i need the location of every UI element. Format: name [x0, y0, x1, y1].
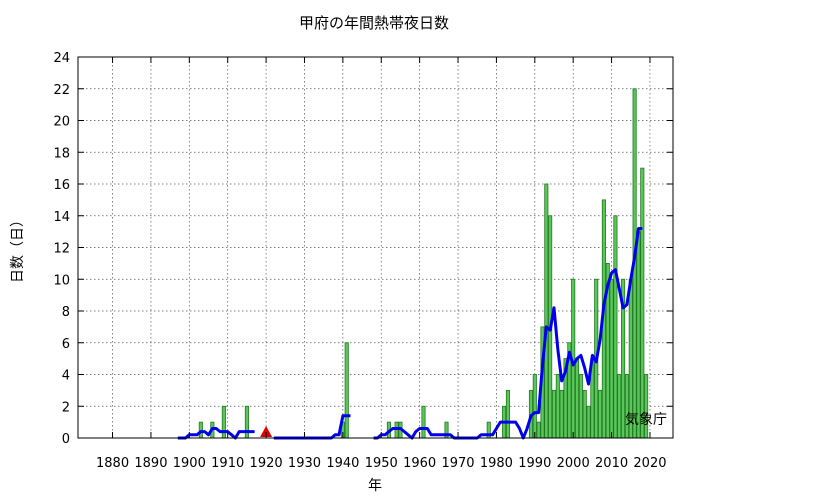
- station-change-marker: [260, 426, 273, 437]
- bar-1909: [221, 405, 226, 439]
- x-tick-label: 1980: [480, 456, 513, 471]
- y-tick-label: 14: [53, 210, 70, 225]
- bar-2003: [582, 389, 587, 439]
- bar-2018: [640, 167, 645, 439]
- bar-2004: [586, 405, 591, 439]
- x-tick-label: 1900: [173, 456, 206, 471]
- bar-1941: [344, 342, 349, 439]
- bar-2002: [578, 374, 583, 439]
- y-tick-label: 6: [62, 337, 70, 352]
- x-axis-label: 年: [368, 478, 382, 494]
- y-tick-label: 4: [62, 369, 70, 384]
- x-tick-label: 2020: [633, 456, 666, 471]
- y-tick-label: 2: [62, 400, 70, 415]
- bar-2012: [617, 374, 622, 439]
- bar-2010: [609, 278, 614, 439]
- marker: [260, 426, 273, 437]
- bar-2017: [636, 231, 641, 439]
- bar-1996: [555, 374, 560, 439]
- x-tick-label: 1880: [96, 456, 129, 471]
- credit-label: 気象庁: [625, 412, 667, 428]
- bar-1903: [198, 421, 203, 439]
- chart-title: 甲府の年間熱帯夜日数: [299, 14, 449, 32]
- bar-1993: [544, 183, 549, 439]
- x-tick-label: 1950: [365, 456, 398, 471]
- x-tick-label: 1920: [250, 456, 283, 471]
- x-tick-label: 1990: [518, 456, 551, 471]
- x-tick-label: 2010: [595, 456, 628, 471]
- y-tick-label: 8: [62, 305, 70, 320]
- x-tick-label: 1940: [326, 456, 359, 471]
- y-tick-label: 22: [53, 83, 70, 98]
- bar-1997: [559, 389, 564, 439]
- x-tick-label: 1930: [288, 456, 321, 471]
- bar-1990: [532, 374, 537, 439]
- bar-2011: [613, 215, 618, 439]
- bar-2014: [624, 374, 629, 439]
- x-tick-label: 2000: [557, 456, 590, 471]
- moving-average-segment: [177, 427, 255, 440]
- y-tick-label: 16: [53, 178, 70, 193]
- x-tick-label: 1970: [441, 456, 474, 471]
- bars: [198, 88, 649, 439]
- x-tick-label: 1910: [211, 456, 244, 471]
- bar-1961: [421, 405, 426, 439]
- bar-2019: [644, 374, 649, 439]
- bar-1954: [394, 421, 399, 439]
- bar-1915: [244, 405, 249, 439]
- y-tick-label: 18: [53, 146, 70, 161]
- y-tick-label: 12: [53, 242, 70, 257]
- bar-1995: [551, 389, 557, 439]
- bar-2001: [575, 358, 580, 439]
- y-axis-label: 日数（日）: [10, 213, 26, 283]
- x-tick-label: 1890: [134, 456, 167, 471]
- y-tick-label: 0: [62, 432, 70, 447]
- grid: [78, 57, 673, 438]
- x-tick-label: 1960: [403, 456, 436, 471]
- x-ticks: 1880 1890 1900 1910 1920 1930 1940 1950 1960 1970…: [96, 57, 667, 471]
- y-tick-label: 10: [53, 273, 70, 288]
- y-tick-label: 24: [53, 51, 70, 66]
- bar-2007: [598, 389, 603, 439]
- moving-average-segment: [373, 227, 643, 440]
- y-tick-label: 20: [53, 115, 70, 130]
- bar-1983: [505, 389, 510, 439]
- moving-average-segment: [273, 414, 351, 440]
- bar-1991: [536, 421, 541, 439]
